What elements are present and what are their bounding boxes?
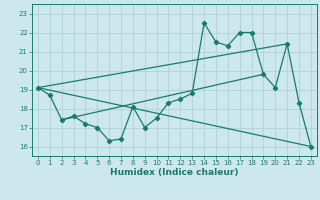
X-axis label: Humidex (Indice chaleur): Humidex (Indice chaleur) — [110, 168, 239, 177]
